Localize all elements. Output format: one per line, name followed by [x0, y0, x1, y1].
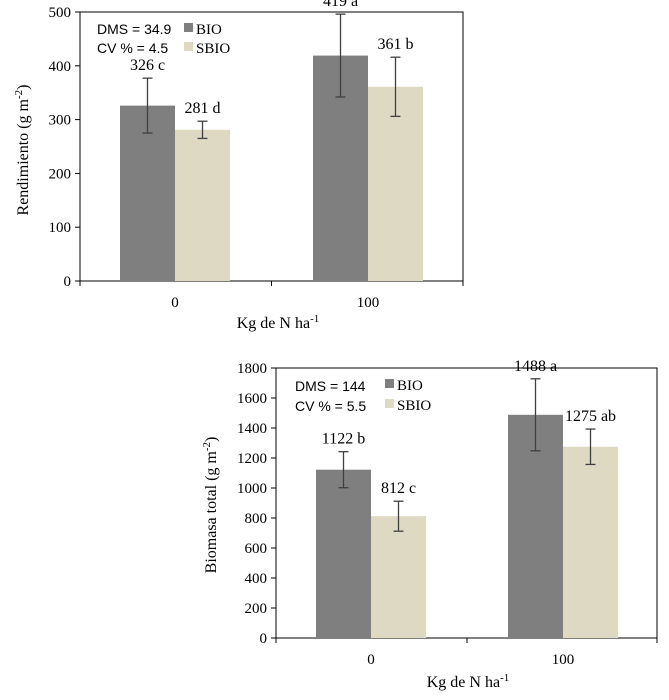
- x-tick-label: 0: [171, 295, 179, 311]
- legend-swatch-bio: [385, 379, 394, 388]
- stat-dms: DMS = 34.9: [97, 21, 172, 37]
- y-tick-label: 0: [260, 631, 268, 647]
- y-tick-label: 100: [49, 220, 72, 236]
- error-bar-group: [142, 13, 401, 140]
- x-tick-label: 100: [357, 295, 380, 311]
- y-tick-label: 200: [49, 166, 72, 182]
- stat-dms: DMS = 144: [295, 378, 366, 394]
- y-axis-title: Biomasa total (g m-2): [201, 437, 220, 574]
- error-bar-group: [338, 378, 596, 532]
- bar-sbio-0: [175, 129, 230, 281]
- y-tick-label: 1000: [237, 481, 267, 497]
- data-label: 326 c: [130, 57, 165, 74]
- y-tick-label: 1400: [237, 421, 267, 437]
- bar-sbio-100: [563, 446, 618, 638]
- data-label: 361 b: [378, 36, 414, 53]
- legend-swatch-sbio: [184, 42, 193, 51]
- y-tick-label: 1800: [237, 361, 267, 377]
- legend-label-bio: BIO: [196, 22, 222, 38]
- stat-cv: CV % = 5.5: [295, 398, 366, 414]
- data-label-group: 326 c 281 d 419 a 361 b: [130, 0, 414, 117]
- y-tick-label: 1600: [237, 391, 267, 407]
- y-tick-label: 300: [49, 113, 72, 129]
- legend-label-sbio: SBIO: [397, 398, 431, 414]
- x-tick-label: 0: [367, 652, 375, 668]
- data-label: 419 a: [323, 0, 358, 10]
- data-label: 1122 b: [322, 431, 365, 448]
- bar-bio-0: [316, 469, 371, 638]
- bar-bio-0: [120, 105, 175, 281]
- data-label: 281 d: [185, 100, 221, 117]
- y-tick-label: 0: [64, 274, 72, 290]
- bar-bio-100: [508, 414, 563, 638]
- x-tick-group: 0 100: [79, 281, 464, 311]
- x-axis-title: Kg de N ha-1: [237, 313, 319, 332]
- legend-label-bio: BIO: [397, 378, 423, 394]
- y-tick-label: 400: [49, 59, 72, 75]
- bar-group: [316, 414, 618, 638]
- bar-sbio-100: [368, 86, 423, 281]
- stat-cv: CV % = 4.5: [97, 40, 168, 56]
- legend-label-sbio: SBIO: [196, 41, 230, 57]
- chart-rendimiento: 0 100 200 300 400 500 326 c 281 d 419 a 361 b 0 1…: [13, 0, 464, 332]
- y-tick-label: 1200: [237, 451, 267, 467]
- data-label: 1488 a: [514, 358, 557, 375]
- x-tick-group: 0 100: [275, 638, 658, 668]
- y-tick-label: 800: [245, 511, 268, 527]
- data-label-group: 1122 b 812 c 1488 a 1275 ab: [322, 358, 616, 497]
- legend-swatch-bio: [184, 23, 193, 32]
- y-tick-label: 600: [245, 541, 268, 557]
- y-tick-group: 0 200 400 600 800 1000 1200 1400 1600 1800: [237, 361, 276, 647]
- bar-group: [120, 55, 423, 281]
- data-label: 812 c: [381, 480, 416, 497]
- y-tick-label: 400: [245, 571, 268, 587]
- y-tick-label: 200: [245, 601, 268, 617]
- legend-swatch-sbio: [385, 399, 394, 408]
- x-axis-title: Kg de N ha-1: [427, 672, 509, 691]
- y-tick-group: 0 100 200 300 400 500: [49, 5, 80, 290]
- bar-sbio-0: [371, 516, 426, 638]
- y-axis-title: Rendimiento (g m-2): [13, 85, 32, 216]
- data-label: 1275 ab: [565, 408, 616, 425]
- x-tick-label: 100: [552, 652, 575, 668]
- y-tick-label: 500: [49, 5, 72, 21]
